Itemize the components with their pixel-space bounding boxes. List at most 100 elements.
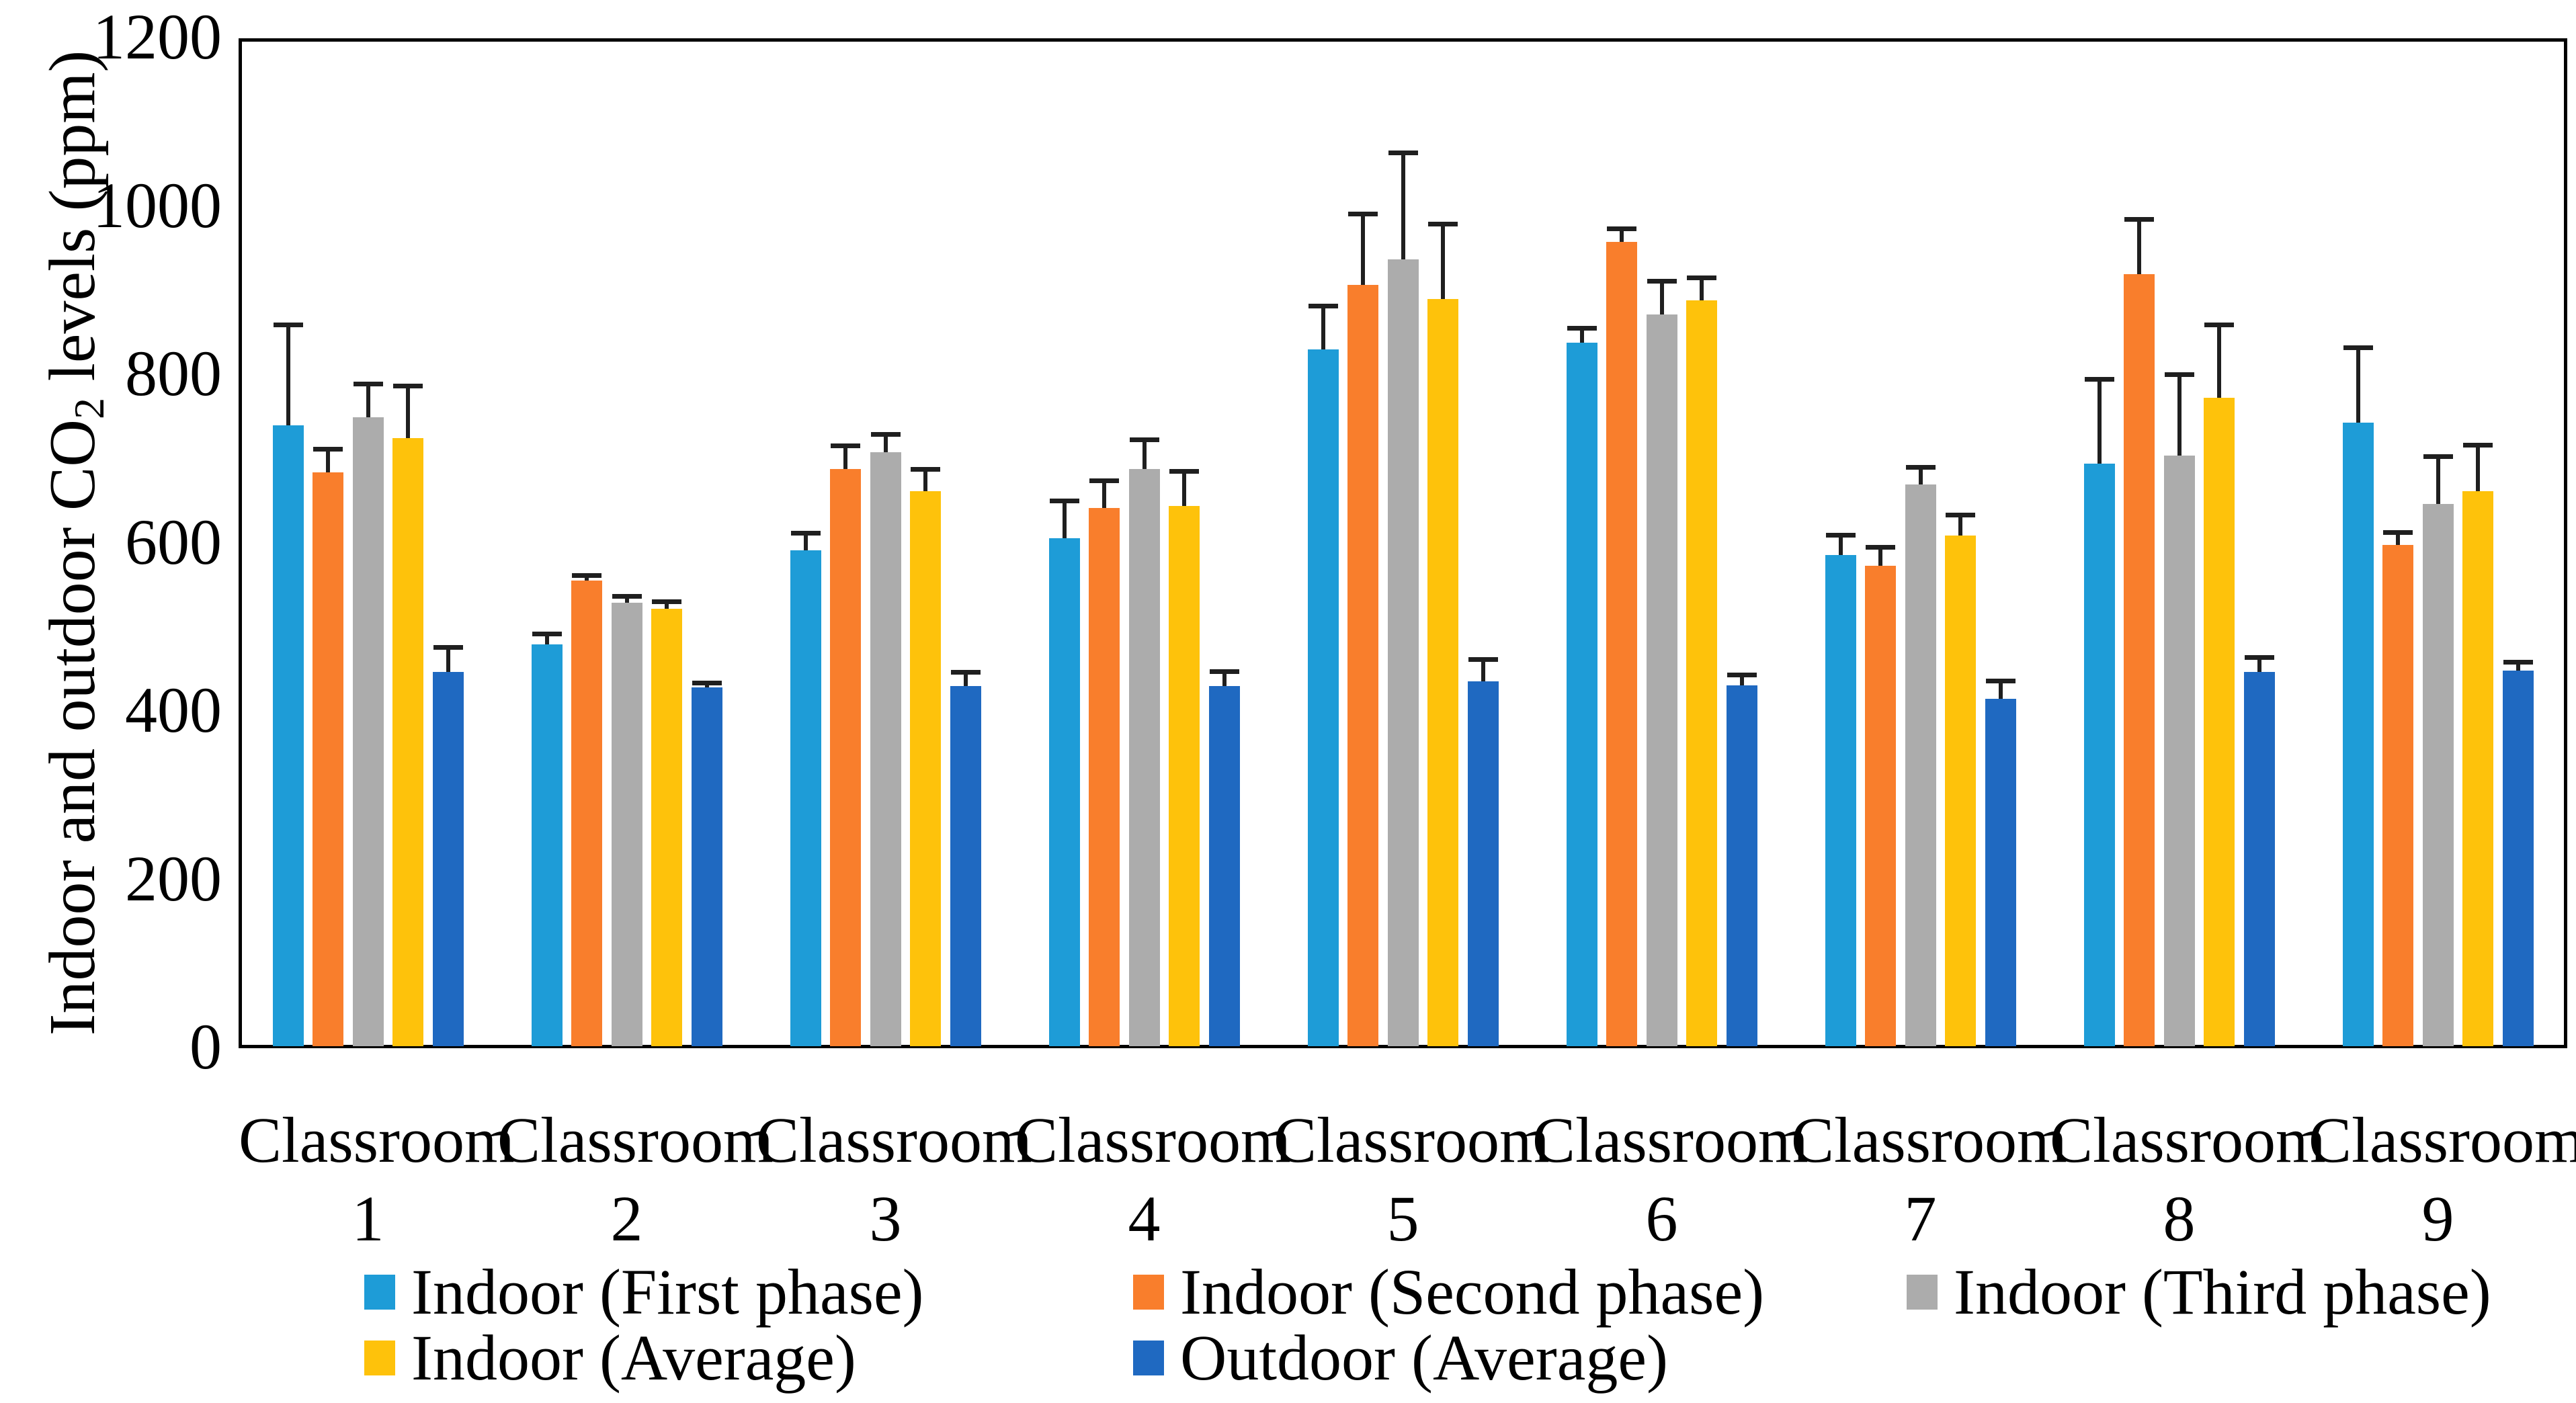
bar-indoor-average [1427,299,1458,1046]
error-bar-cap [1129,437,1159,443]
legend-swatch-icon [1907,1275,1938,1310]
x-category-label-line1: Classroom [2050,1104,2326,1176]
x-category-label: Classroom 1 [239,1101,515,1258]
bar-outdoor-average [1985,699,2016,1046]
error-bar-cap [532,631,562,636]
x-category-label-line1: Classroom [1015,1104,1291,1176]
bar-indoor-third-phase [2422,503,2454,1046]
error-bar-cap [1169,468,1199,474]
bar-indoor-third-phase [870,452,901,1046]
error-bar-line [2177,374,2182,456]
x-category-label-line2: 8 [2163,1183,2196,1255]
error-bar-cap [273,322,303,327]
bar-indoor-average [2204,397,2235,1046]
error-bar-line [2516,662,2520,671]
x-category-label-line1: Classroom [497,1104,774,1176]
error-bar-cap [2204,322,2234,327]
error-bar-line [1700,277,1704,300]
bar-indoor-first-phase [2342,423,2374,1046]
bar-indoor-average [1686,300,1717,1046]
error-bar-cap [1866,544,1895,550]
x-category-label-line2: 5 [1386,1183,1419,1255]
legend-swatch-icon [364,1275,395,1310]
bar-outdoor-average [1726,685,1757,1046]
legend-label: Outdoor (Average) [1180,1322,1668,1394]
error-bar-line [1918,466,1923,484]
bar-outdoor-average [1467,681,1499,1046]
bar-indoor-first-phase [790,550,821,1046]
error-bar-line [624,596,629,603]
error-bar-line [1062,500,1067,538]
error-bar-line [2436,456,2440,504]
bar-indoor-third-phase [611,603,642,1046]
error-bar-line [665,601,669,609]
error-bar-cap [1089,478,1119,483]
error-bar-cap [1727,672,1757,677]
legend-entry: Outdoor (Average) [1133,1321,1668,1395]
legend-swatch-icon [1133,1341,1164,1375]
x-category-label: Classroom 4 [1015,1101,1291,1258]
y-tick-label: 400 [125,674,222,747]
legend-swatch-icon [364,1341,395,1375]
bar-outdoor-average [2243,672,2275,1046]
error-bar-line [1102,480,1106,508]
error-bar-cap [1468,657,1498,663]
error-bar-line [1401,153,1405,260]
y-tick-label: 0 [190,1011,222,1083]
bar-indoor-third-phase [2163,456,2195,1046]
error-bar-line [1620,228,1624,243]
bar-indoor-average [392,437,423,1046]
error-bar-line [1838,534,1843,556]
error-bar-cap [790,531,821,536]
error-bar-line [286,324,290,426]
legend-label: Indoor (First phase) [411,1256,924,1328]
error-bar-line [1182,470,1186,507]
x-category-label-line1: Classroom [2309,1104,2576,1176]
error-bar-cap [1825,532,1856,538]
error-bar-line [1361,213,1365,285]
error-bar-line [2356,347,2360,423]
bar-indoor-third-phase [1387,259,1419,1046]
error-bar-line [923,469,927,491]
bar-indoor-average [651,609,682,1046]
x-category-label: Classroom 9 [2309,1101,2576,1258]
bar-indoor-second-phase [313,472,343,1046]
error-bar-cap [2423,454,2453,460]
error-bar-line [366,383,370,417]
error-bar-line [2217,324,2221,398]
error-bar-cap [911,467,940,472]
x-category-label-line1: Classroom [1274,1104,1550,1176]
error-bar-line [963,672,968,687]
legend-label: Indoor (Average) [411,1322,856,1394]
bar-indoor-third-phase [352,417,384,1046]
error-bar-line [1321,306,1325,350]
y-tick-label: 200 [125,842,222,915]
y-tick-label: 1000 [93,169,222,241]
error-bar-line [1222,671,1227,687]
error-bar-line [326,449,330,473]
error-bar-line [1998,680,2003,699]
error-bar-cap [1348,211,1378,216]
x-category-label-line2: 6 [1645,1183,1678,1255]
error-bar-line [2097,379,2102,464]
bar-indoor-first-phase [272,425,304,1046]
y-tick-label: 1200 [93,1,222,73]
error-bar-cap [1985,678,2016,683]
error-bar-cap [1388,151,1418,156]
bar-indoor-second-phase [1347,284,1378,1046]
x-category-label-line1: Classroom [1532,1104,1809,1176]
bar-indoor-third-phase [1128,469,1160,1046]
error-bar-line [406,386,410,438]
error-bar-line [2137,219,2141,274]
error-bar-cap [393,384,423,389]
bar-indoor-second-phase [2124,273,2155,1046]
error-bar-line [1739,674,1744,686]
legend-entry: Indoor (Third phase) [1907,1255,2491,1329]
error-bar-cap [2084,377,2114,382]
error-bar-cap [950,670,981,675]
error-bar-cap [313,447,343,452]
error-bar-cap [1647,278,1677,284]
error-bar-line [2257,656,2261,673]
error-bar-cap [1308,304,1338,309]
